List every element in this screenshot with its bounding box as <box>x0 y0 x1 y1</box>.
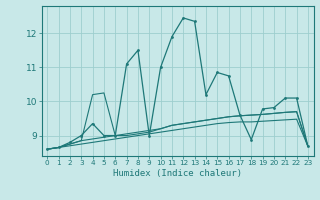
X-axis label: Humidex (Indice chaleur): Humidex (Indice chaleur) <box>113 169 242 178</box>
